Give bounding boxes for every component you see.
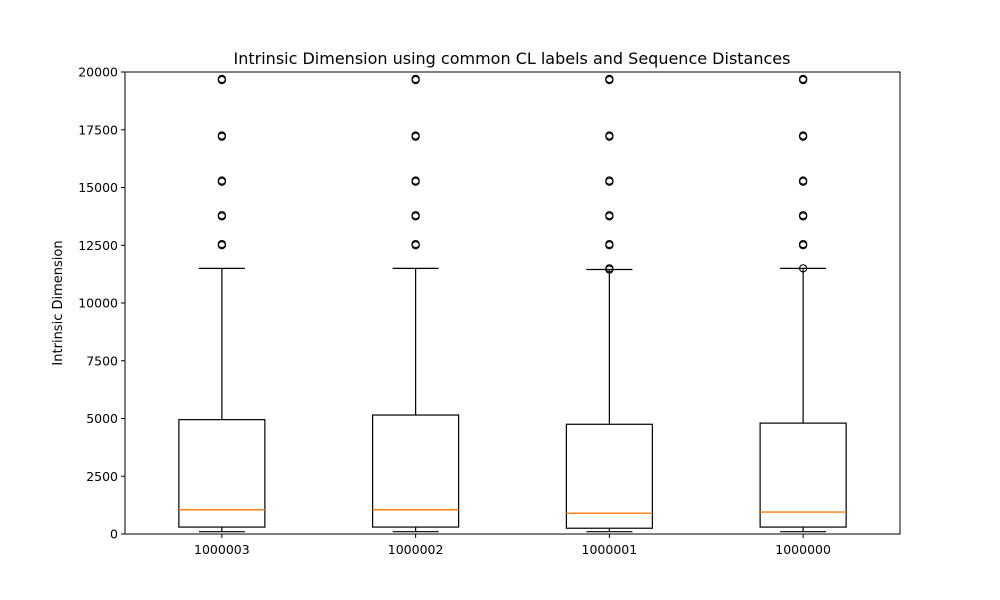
y-tick-label: 17500 [78, 122, 118, 137]
y-tick-label: 2500 [86, 469, 118, 484]
outlier-point [798, 211, 808, 220]
y-tick-label: 15000 [78, 180, 118, 195]
outlier-point [411, 74, 420, 84]
outlier-point [217, 74, 227, 84]
outlier-point [217, 176, 227, 185]
outlier-point [798, 176, 808, 185]
outlier-point [798, 131, 808, 140]
axes-frame [124, 71, 901, 535]
outlier-point [798, 239, 808, 249]
outlier-point [411, 131, 420, 140]
chart-title: Intrinsic Dimension using common CL labe… [234, 49, 791, 68]
y-tick-label: 7500 [86, 353, 118, 368]
outlier-point [798, 74, 808, 84]
y-tick-label: 10000 [78, 296, 118, 311]
y-tick-label: 5000 [86, 411, 118, 426]
box-iqr [759, 422, 847, 528]
outlier-point [605, 131, 614, 140]
x-tick-label: 1000000 [775, 542, 831, 557]
x-tick-label: 1000001 [582, 542, 638, 557]
y-tick-label: 0 [110, 527, 118, 542]
outlier-point [217, 131, 227, 140]
outlier-point [411, 176, 420, 185]
y-tick-label: 20000 [78, 65, 118, 80]
outlier-point [411, 211, 420, 220]
outlier-point [605, 176, 614, 185]
outlier-point [798, 264, 808, 273]
outlier-point [605, 211, 614, 220]
box-iqr [178, 419, 266, 528]
outlier-point [411, 239, 420, 249]
outlier-point [217, 239, 227, 249]
plot-area: 0 2500 5000 7500 10000 12500 15000 17500 20000 10… [78, 65, 847, 557]
x-tick-label: 1000003 [194, 542, 250, 557]
x-tick-label: 1000002 [388, 542, 444, 557]
outlier-point [605, 264, 614, 273]
outlier-point [217, 211, 227, 220]
y-tick-label: 12500 [78, 238, 118, 253]
box-iqr [565, 423, 653, 529]
y-axis-label: Intrinsic Dimension [51, 240, 66, 365]
outlier-point [605, 239, 614, 249]
box-iqr [372, 414, 460, 528]
outlier-point [605, 74, 614, 84]
